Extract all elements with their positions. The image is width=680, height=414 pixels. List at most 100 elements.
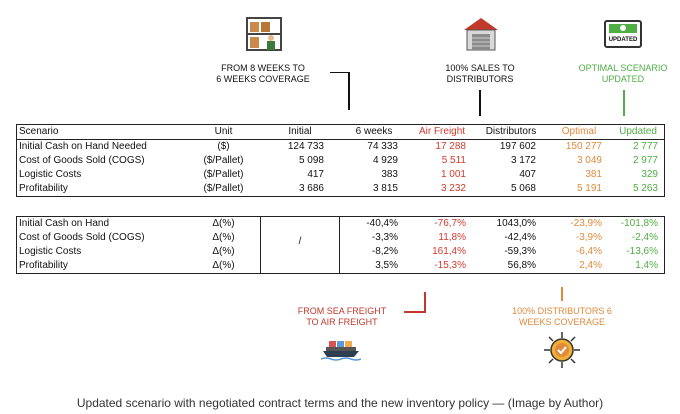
store-icon xyxy=(462,16,500,52)
updated-badge-icon: UPDATED xyxy=(602,18,644,50)
header-cell: Updated xyxy=(619,126,657,137)
table-cell: -6,4% xyxy=(575,246,602,257)
table-cell xyxy=(260,217,340,231)
scenario-table: Scenario Unit Initial 6 weeks Air Freigh… xyxy=(16,124,665,197)
row-label: Initial Cash on Hand xyxy=(19,218,110,229)
table-cell: 3 686 xyxy=(298,183,324,194)
header-cell: Distributors xyxy=(485,126,537,137)
table-cell: ($/Pallet) xyxy=(203,183,244,194)
connector-sales xyxy=(479,90,481,116)
table-row: Cost of Goods Sold (COGS) Δ(%) / -3,3% 1… xyxy=(17,231,664,245)
table-cell: -42,4% xyxy=(504,232,536,243)
delta-table: Initial Cash on Hand Δ(%) -40,4% -76,7% … xyxy=(16,216,665,274)
header-cell: Initial xyxy=(288,126,312,137)
table-cell: -3,3% xyxy=(371,232,398,243)
table-cell: -15,3% xyxy=(434,260,466,271)
row-label: Logistic Costs xyxy=(19,246,82,257)
table-cell: 124 733 xyxy=(287,141,324,152)
connector-sea-freight-h xyxy=(404,311,426,313)
table-cell: 161,4% xyxy=(432,246,466,257)
warehouse-worker-icon xyxy=(245,16,283,52)
header-cell: Scenario xyxy=(19,126,59,137)
table-cell: ($/Pallet) xyxy=(203,169,244,180)
table-row: Profitability ($/Pallet) 3 686 3 815 3 2… xyxy=(17,182,664,196)
table-cell: ($/Pallet) xyxy=(203,155,244,166)
table-cell: -8,2% xyxy=(371,246,398,257)
table-cell: 4 929 xyxy=(372,155,398,166)
table-cell: 3 815 xyxy=(372,183,398,194)
table-cell: 1 001 xyxy=(440,169,466,180)
table-cell: 5 068 xyxy=(510,183,536,194)
table-cell: -13,6% xyxy=(626,246,658,257)
table-row: Profitability Δ(%) 3,5% -15,3% 56,8% 2,4… xyxy=(17,259,664,273)
table-cell: 329 xyxy=(641,169,658,180)
table-cell: 5 191 xyxy=(576,183,602,194)
scenario-table-header: Scenario Unit Initial 6 weeks Air Freigh… xyxy=(17,125,664,140)
table-cell: Δ(%) xyxy=(212,232,235,243)
callout-optimal: OPTIMAL SCENARIO UPDATED xyxy=(578,63,668,84)
row-label: Logistic Costs xyxy=(19,169,82,180)
table-cell: 5 098 xyxy=(298,155,324,166)
table-cell: 3 172 xyxy=(510,155,536,166)
row-label: Cost of Goods Sold (COGS) xyxy=(19,232,145,243)
table-row: Initial Cash on Hand Δ(%) -40,4% -76,7% … xyxy=(17,217,664,231)
table-cell: 3 232 xyxy=(440,183,466,194)
table-cell-value: 2 777 xyxy=(632,141,658,152)
table-cell: Δ(%) xyxy=(212,260,235,271)
table-cell: -59,3% xyxy=(504,246,536,257)
callout-distributors: 100% DISTRIBUTORS 6 WEEKS COVERAGE xyxy=(512,306,612,327)
header-cell: Optimal xyxy=(561,126,597,137)
table-cell: 5 511 xyxy=(441,155,466,166)
table-cell: -40,4% xyxy=(366,218,398,229)
table-cell: ($) xyxy=(217,141,230,152)
header-cell: Air Freight xyxy=(418,126,466,137)
table-cell: 5 263 xyxy=(632,183,658,194)
table-cell: 381 xyxy=(585,169,602,180)
header-cell: Unit xyxy=(214,126,233,137)
updated-badge-label: UPDATED xyxy=(608,37,638,43)
table-cell: -2,4% xyxy=(631,232,658,243)
table-row: Logistic Costs ($/Pallet) 417 383 1 001 … xyxy=(17,168,664,182)
connector-optimal xyxy=(623,90,625,116)
table-cell: 197 602 xyxy=(499,141,536,152)
header-cell: 6 weeks xyxy=(355,126,393,137)
table-cell: 1043,0% xyxy=(496,218,536,229)
table-cell: 417 xyxy=(307,169,324,180)
connector-weeks-v xyxy=(348,72,350,110)
table-cell: 1,4% xyxy=(635,260,658,271)
table-cell: -23,9% xyxy=(570,218,602,229)
table-cell: 74 333 xyxy=(367,141,398,152)
row-label: Cost of Goods Sold (COGS) xyxy=(19,155,145,166)
table-cell: 17 288 xyxy=(435,141,466,152)
table-cell: 56,8% xyxy=(507,260,536,271)
table-cell: 383 xyxy=(381,169,398,180)
table-row: Initial Cash on Hand Needed ($) 124 733 … xyxy=(17,140,664,154)
table-cell: / xyxy=(260,231,340,245)
table-cell: 3 049 xyxy=(576,155,602,166)
medal-badge-icon xyxy=(544,332,580,368)
connector-weeks xyxy=(330,72,348,73)
table-row: Cost of Goods Sold (COGS) ($/Pallet) 5 0… xyxy=(17,154,664,168)
table-row: Logistic Costs Δ(%) -8,2% 161,4% -59,3% … xyxy=(17,245,664,259)
table-cell: 407 xyxy=(519,169,536,180)
table-cell: 2 977 xyxy=(632,155,658,166)
table-cell: - 2 777 xyxy=(612,140,664,154)
table-cell xyxy=(260,259,340,273)
row-label: Profitability xyxy=(19,183,68,194)
table-cell: 2,4% xyxy=(579,260,602,271)
table-cell: -3,9% xyxy=(575,232,602,243)
table-cell: 11,8% xyxy=(438,232,466,243)
table-cell: Δ(%) xyxy=(212,218,235,229)
callout-sales: 100% SALES TO DISTRIBUTORS xyxy=(445,63,515,84)
table-cell xyxy=(260,245,340,259)
connector-distributors xyxy=(561,287,563,301)
row-label: Initial Cash on Hand Needed xyxy=(19,141,147,152)
table-cell: -76,7% xyxy=(434,218,466,229)
table-cell: -101,8% xyxy=(620,218,658,229)
connector-sea-freight-v xyxy=(424,292,426,312)
table-cell: Δ(%) xyxy=(212,246,235,257)
table-cell: 150 277 xyxy=(565,141,602,152)
cargo-ship-icon xyxy=(320,337,362,361)
callout-weeks: FROM 8 WEEKS TO 6 WEEKS COVERAGE xyxy=(216,63,310,84)
callout-sea-freight: FROM SEA FREIGHT TO AIR FREIGHT xyxy=(297,306,387,327)
